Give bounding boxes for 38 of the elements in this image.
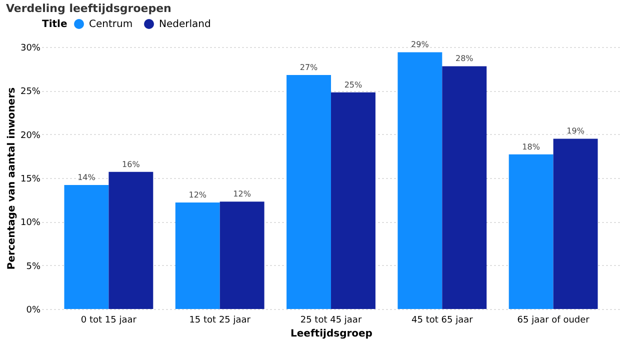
bar: [108, 172, 154, 309]
chart-title: Verdeling leeftijdsgroepen: [6, 2, 172, 15]
x-tick-label: 45 tot 65 jaar: [412, 316, 474, 326]
data-label: 16%: [122, 160, 140, 169]
data-label: 27%: [300, 62, 318, 72]
data-label: 25%: [344, 80, 363, 90]
y-axis-title: Percentage van aantal inwoners: [6, 87, 18, 270]
data-label: 19%: [566, 126, 585, 136]
legend-label: Centrum: [89, 19, 133, 30]
y-tick-label: 30%: [20, 44, 41, 54]
x-tick-label: 65 jaar of ouder: [517, 316, 590, 326]
bar: [442, 66, 487, 309]
bar: [286, 74, 331, 309]
y-tick-label: 10%: [20, 218, 41, 228]
x-tick-label: 0 tot 15 jaar: [80, 316, 137, 326]
data-label: 12%: [188, 190, 207, 200]
bar: [331, 92, 376, 309]
y-tick-label: 5%: [26, 262, 41, 272]
y-tick-label: 0%: [26, 306, 41, 316]
bar: [398, 52, 442, 309]
legend-title: Title: [42, 19, 68, 30]
data-label: 18%: [522, 142, 540, 152]
y-tick-label: 15%: [20, 174, 41, 184]
data-label: 29%: [411, 40, 430, 50]
bar: [508, 154, 554, 309]
y-tick-label: 20%: [20, 130, 41, 141]
x-tick-label: 15 tot 25 jaar: [189, 316, 251, 326]
legend-label: Nederland: [159, 19, 211, 30]
data-label: 14%: [78, 172, 96, 182]
bar: [553, 138, 598, 309]
data-label: 12%: [233, 190, 252, 199]
data-label: 28%: [455, 54, 474, 64]
x-tick-label: 25 tot 45 jaar: [300, 316, 362, 326]
bar: [220, 202, 264, 309]
bar: [64, 184, 109, 309]
x-axis-title: Leeftijdsgroep: [290, 328, 372, 340]
y-tick-label: 25%: [20, 87, 41, 98]
bar: [175, 202, 220, 309]
